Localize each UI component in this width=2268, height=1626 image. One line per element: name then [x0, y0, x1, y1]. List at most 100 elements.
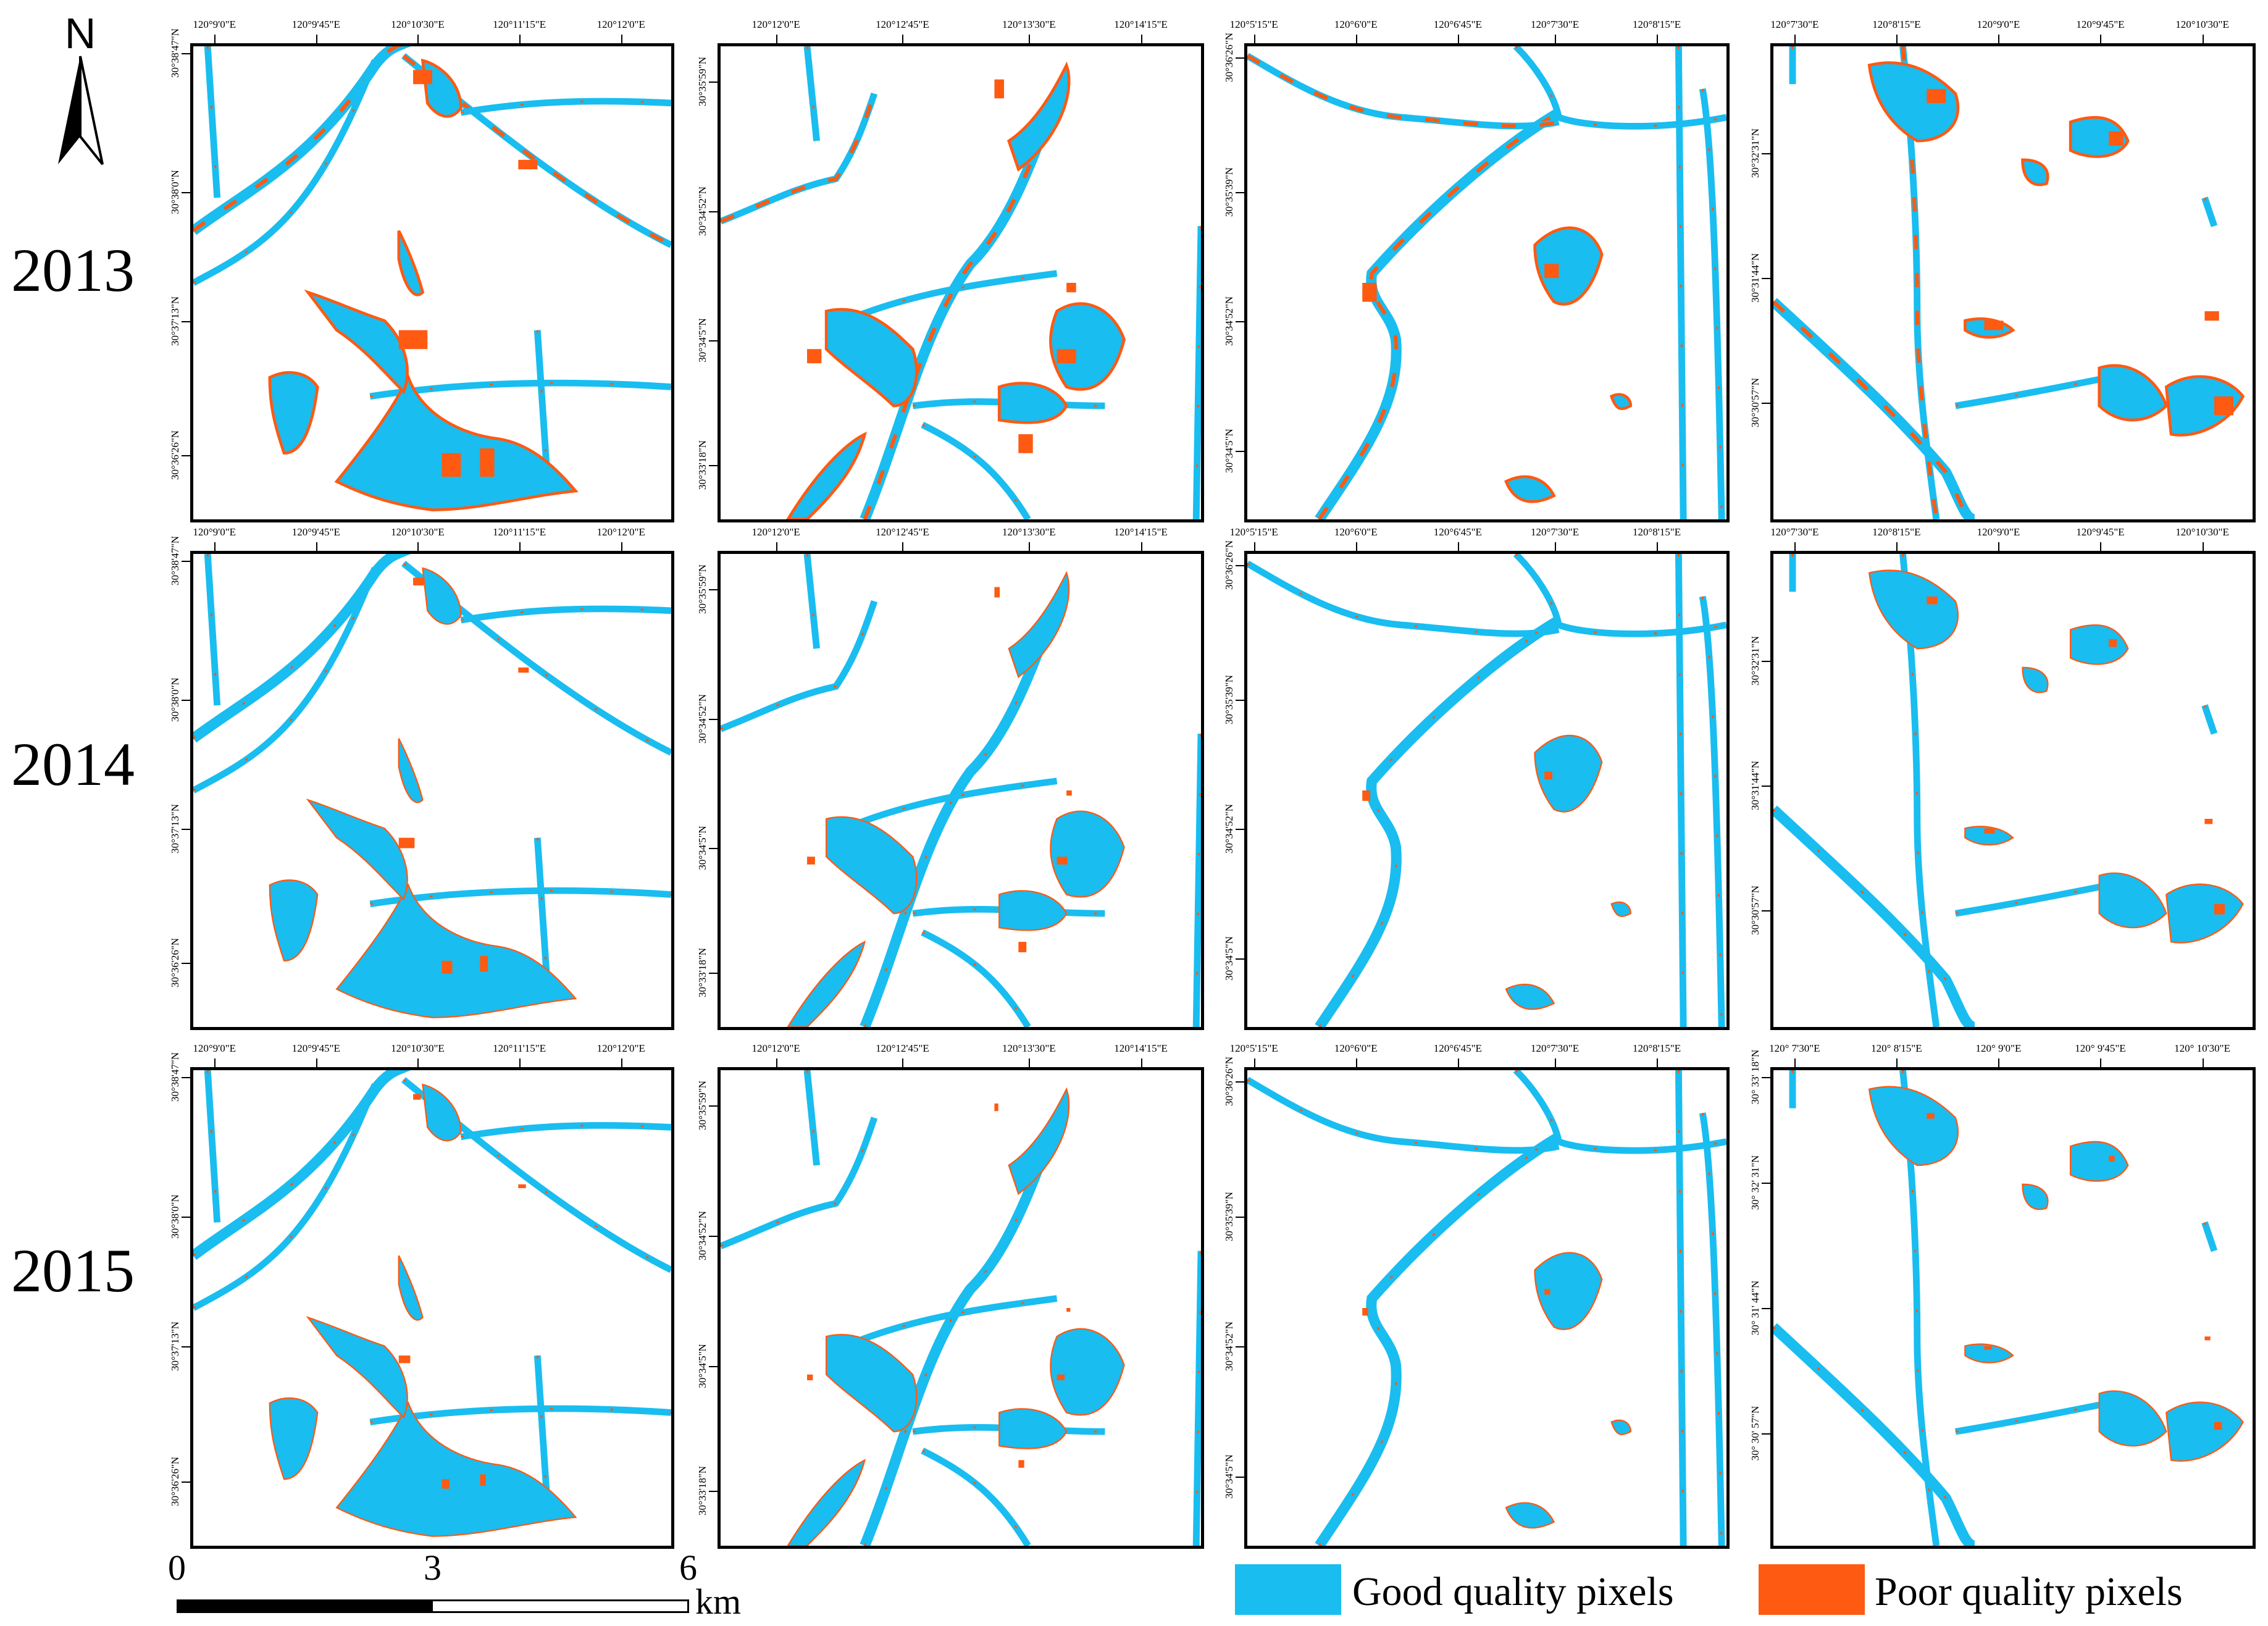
good-pixel-channel [2201, 196, 2218, 227]
good-pixel-waterbody [787, 1459, 866, 1546]
legend-swatch-good [1235, 1564, 1341, 1615]
longitude-tick [1355, 35, 1357, 43]
map-panel-2013-col3 [1244, 43, 1730, 522]
good-pixel-waterbody [1867, 61, 1960, 143]
good-pixel-channel [534, 837, 551, 980]
longitude-tick [776, 1058, 777, 1067]
good-pixel-waterbody [304, 289, 409, 395]
good-pixel-channel [803, 1070, 821, 1166]
longitude-label: 120° 10'30"E [2174, 1042, 2230, 1054]
longitude-tick [902, 542, 904, 551]
longitude-label: 120°9'0"E [1977, 19, 2020, 30]
legend-label-poor: Poor quality pixels [1875, 1569, 2183, 1614]
good-pixel-channel [1247, 560, 1560, 637]
poor-pixel-patch [413, 70, 432, 85]
latitude-tick [709, 464, 718, 466]
latitude-label: 30°32'31"N [1749, 128, 1761, 178]
poor-pixel-edge [922, 1449, 1029, 1546]
longitude-tick [1253, 35, 1255, 43]
longitude-tick [776, 542, 777, 551]
longitude-label: 120°12'0"E [751, 19, 800, 30]
good-pixel-waterbody [998, 890, 1068, 931]
latitude-tick [1762, 910, 1770, 911]
longitude-tick [1457, 1058, 1459, 1067]
longitude-label: 120°9'0"E [193, 1042, 236, 1054]
good-pixel-channel [921, 1448, 1031, 1546]
poor-pixel-edge [922, 424, 1029, 519]
good-pixel-channel [460, 605, 671, 624]
latitude-tick [182, 455, 190, 457]
latitude-label: 30°34'5"N [1223, 936, 1235, 981]
poor-pixel-patch [2204, 818, 2213, 824]
longitude-label: 120°7'30"E [1770, 19, 1819, 30]
poor-pixel-patch [398, 837, 415, 849]
longitude-label: 120°6'0"E [1334, 526, 1378, 538]
good-pixel-waterbody [2022, 666, 2049, 694]
latitude-label: 30°35'59"N [697, 1081, 708, 1131]
latitude-tick [709, 1236, 718, 1237]
good-pixel-waterbody [268, 371, 319, 455]
poor-pixel-patch [2109, 131, 2124, 146]
map-panel-2013-col2 [718, 43, 1204, 522]
good-pixel-waterbody [2098, 1390, 2167, 1447]
longitude-tick [1998, 542, 2000, 551]
latitude-tick [709, 82, 718, 83]
longitude-label: 120°12'45"E [876, 526, 929, 538]
latitude-tick [1236, 1477, 1244, 1478]
longitude-label: 120°8'15"E [1633, 526, 1681, 538]
longitude-tick [1029, 1058, 1031, 1067]
longitude-tick [902, 35, 904, 43]
latitude-label: 30°34'52"N [697, 694, 708, 744]
year-label-2013: 2013 [11, 236, 135, 304]
poor-pixel-patch [2214, 903, 2225, 915]
good-pixel-waterbody [1534, 734, 1603, 813]
scale-unit: km [695, 1582, 742, 1622]
longitude-tick [1355, 1058, 1357, 1067]
latitude-label: 30°34'5"N [697, 318, 708, 362]
good-pixel-channel [921, 929, 1031, 1027]
latitude-tick [1762, 1076, 1770, 1078]
longitude-tick [316, 1058, 317, 1067]
poor-pixel-patch [807, 1374, 813, 1381]
latitude-label: 30°38'0"N [169, 677, 181, 722]
map-panel-2014-col1 [190, 551, 674, 1030]
longitude-label: 120°10'30"E [391, 1042, 445, 1054]
poor-pixel-patch [480, 448, 495, 477]
longitude-tick [1029, 542, 1031, 551]
good-pixel-waterbody [1008, 571, 1070, 679]
good-pixel-channel [1699, 1112, 1725, 1546]
good-pixel-waterbody [1610, 1419, 1631, 1435]
latitude-tick [1236, 565, 1244, 567]
good-pixel-waterbody [1007, 61, 1071, 172]
longitude-tick [1140, 1058, 1142, 1067]
longitude-tick [1896, 35, 1898, 43]
good-pixel-waterbody [1610, 901, 1631, 917]
good-pixel-channel [1315, 616, 1562, 1027]
poor-pixel-patch [1066, 1308, 1071, 1312]
good-pixel-waterbody [306, 798, 408, 901]
poor-pixel-patch [1057, 1374, 1065, 1381]
latitude-label: 30°38'0"N [169, 1194, 181, 1239]
good-pixel-channel [1192, 225, 1201, 519]
poor-pixel-patch [2204, 1336, 2211, 1341]
good-pixel-waterbody [269, 879, 319, 962]
latitude-tick [1762, 153, 1770, 155]
longitude-tick [214, 1058, 216, 1067]
longitude-tick [519, 35, 521, 43]
latitude-tick [1236, 958, 1244, 960]
poor-pixel-patch [2109, 1155, 2115, 1162]
poor-pixel-patch [1018, 942, 1027, 952]
good-pixel-channel [1773, 1323, 1976, 1546]
good-pixel-waterbody [1008, 1087, 1070, 1196]
latitude-tick [1236, 1346, 1244, 1348]
latitude-label: 30°33'18"N [697, 440, 708, 490]
latitude-tick [182, 1346, 190, 1348]
poor-pixel-edge [1247, 54, 1560, 128]
good-pixel-waterbody [2098, 872, 2167, 929]
good-pixel-channel [860, 599, 1062, 1027]
longitude-label: 120°11'15"E [493, 526, 546, 538]
poor-pixel-patch [1066, 790, 1072, 796]
latitude-label: 30°33'18"N [697, 947, 708, 997]
longitude-tick [2100, 35, 2102, 43]
scale-tick-3: 3 [424, 1548, 441, 1588]
